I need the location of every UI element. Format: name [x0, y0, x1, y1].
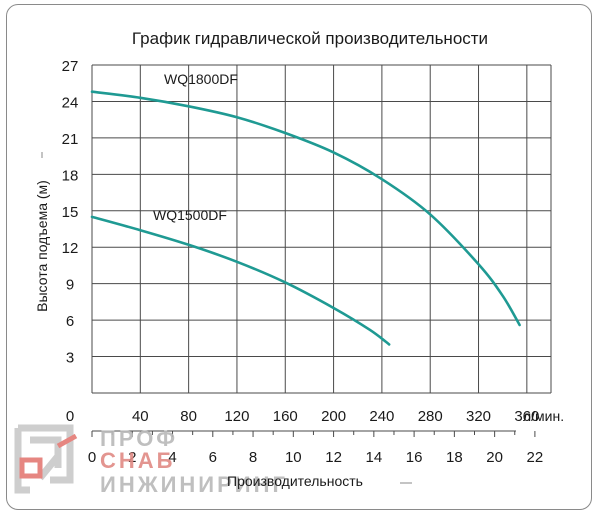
- x-tick-label: 120: [224, 408, 249, 425]
- chart-frame: [6, 4, 592, 510]
- x-tick-label: 360: [514, 408, 539, 425]
- y-axis-label: Высота подъема (м): [34, 180, 50, 312]
- x-tick-label-m3h: 16: [406, 449, 423, 466]
- y-tick-label: 15: [62, 204, 79, 221]
- y-tick-label: 18: [62, 167, 79, 184]
- x-tick-label: 80: [180, 408, 197, 425]
- x-tick-label-m3h: 4: [168, 449, 176, 466]
- logo-pipe-icon: [14, 424, 74, 494]
- x-tick-label-m3h: 10: [285, 449, 302, 466]
- series-line-wq1500df: [90, 215, 391, 346]
- y-tick-label: 3: [66, 350, 74, 367]
- x-tick-label: 160: [273, 408, 298, 425]
- grid: [91, 64, 552, 394]
- series-label-wq1800df: WQ1800DF: [164, 71, 238, 87]
- x-tick-label: 200: [321, 408, 346, 425]
- x-tick-label-m3h: 18: [446, 449, 463, 466]
- watermark-line-2: СНАБ: [100, 448, 175, 473]
- x-axis-label: Производительность: [227, 473, 363, 489]
- series-label-wq1500df: WQ1500DF: [153, 207, 227, 223]
- x-tick-label: 240: [369, 408, 394, 425]
- series-lines: [90, 90, 521, 346]
- x-tick-label-m3h: 8: [249, 449, 257, 466]
- chart-title: График гидравлической производительности: [132, 29, 488, 48]
- logo-accent-icon: [19, 433, 78, 479]
- x-tick-label: 40: [132, 408, 149, 425]
- y-tick-zero: 0: [66, 408, 74, 425]
- y-tick-labels: 3 6 9 12 15 18 21 24 27: [62, 58, 79, 367]
- x-tick-label-m3h: 6: [209, 449, 217, 466]
- x-tick-label: 280: [418, 408, 443, 425]
- x-tick-label-m3h: 20: [486, 449, 503, 466]
- x-tick-label: 320: [466, 408, 491, 425]
- y-tick-label: 12: [62, 240, 79, 257]
- x-unit-label: л/мин.: [523, 408, 564, 424]
- x-tick-label-m3h: 12: [325, 449, 342, 466]
- watermark-line-1: ПРОФ: [100, 426, 178, 451]
- series-line-wq1800df: [90, 90, 521, 327]
- x-tick-labels-m3h: 0 2 4 6 8 10 12 14 16 18 20 22: [88, 430, 544, 466]
- x-tick-labels: 40 80 120 160 200 240 280 320 360: [132, 408, 539, 425]
- x-tick-label-m3h: 2: [128, 449, 136, 466]
- watermark-logo: ПРОФ СНАБ ИНЖИНИРИНГ: [14, 424, 288, 497]
- y-tick-label: 24: [62, 94, 79, 111]
- x-tick-label-m3h: 14: [365, 449, 382, 466]
- watermark-line-3: ИНЖИНИРИНГ: [100, 472, 288, 497]
- y-tick-label: 27: [62, 58, 79, 75]
- y-tick-label: 6: [66, 313, 74, 330]
- x-tick-label-m3h: 22: [527, 449, 544, 466]
- x-tick-label-m3h: 0: [88, 449, 96, 466]
- y-tick-label: 21: [62, 131, 79, 148]
- y-tick-label: 9: [66, 277, 74, 294]
